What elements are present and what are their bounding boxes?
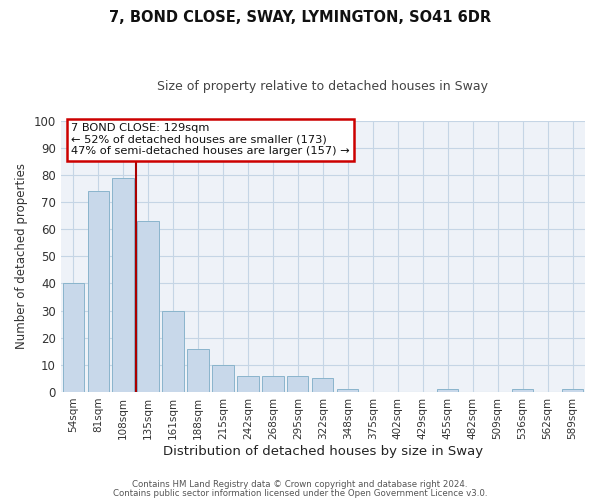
Bar (512, 389, 533, 392)
Bar (62, 284, 84, 392)
Bar (187, 348, 209, 392)
Text: Contains public sector information licensed under the Open Government Licence v3: Contains public sector information licen… (113, 488, 487, 498)
Bar (312, 378, 334, 392)
Text: Contains HM Land Registry data © Crown copyright and database right 2024.: Contains HM Land Registry data © Crown c… (132, 480, 468, 489)
Bar (238, 376, 259, 392)
Bar (163, 310, 184, 392)
Text: 7, BOND CLOSE, SWAY, LYMINGTON, SO41 6DR: 7, BOND CLOSE, SWAY, LYMINGTON, SO41 6DR (109, 10, 491, 25)
Bar (262, 376, 284, 392)
Bar (337, 389, 358, 392)
Bar (212, 365, 233, 392)
Bar (112, 178, 134, 392)
Y-axis label: Number of detached properties: Number of detached properties (15, 164, 28, 350)
Bar (562, 389, 583, 392)
Bar (137, 221, 158, 392)
X-axis label: Distribution of detached houses by size in Sway: Distribution of detached houses by size … (163, 444, 483, 458)
Bar (88, 191, 109, 392)
Bar (287, 376, 308, 392)
Bar (437, 389, 458, 392)
Text: 7 BOND CLOSE: 129sqm
← 52% of detached houses are smaller (173)
47% of semi-deta: 7 BOND CLOSE: 129sqm ← 52% of detached h… (71, 124, 350, 156)
Title: Size of property relative to detached houses in Sway: Size of property relative to detached ho… (157, 80, 488, 93)
